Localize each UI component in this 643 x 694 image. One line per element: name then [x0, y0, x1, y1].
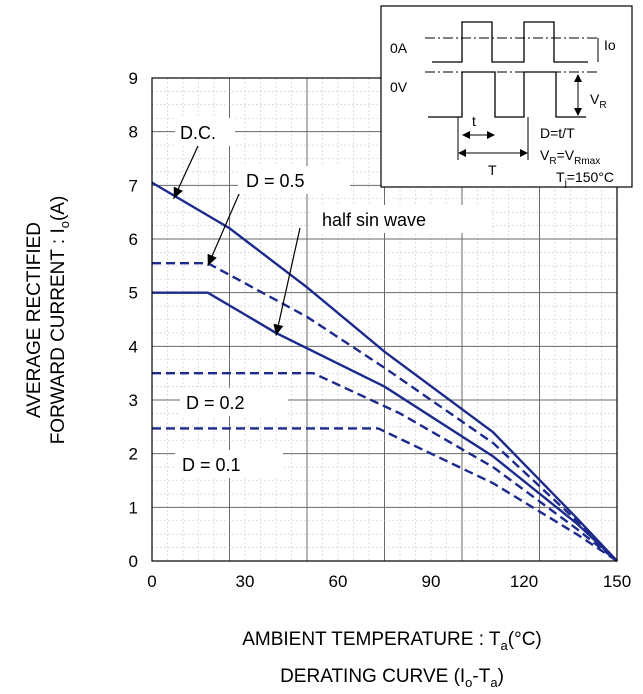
- y-tick-label: 1: [129, 498, 138, 517]
- chart-title: DERATING CURVE (Io-Ta): [280, 666, 504, 690]
- annotation-d05: D = 0.5: [246, 171, 305, 191]
- series-group: [151, 181, 618, 562]
- annotation-d01: D = 0.1: [182, 455, 241, 475]
- inset-label-t-small: t: [472, 113, 476, 129]
- x-tick-label: 120: [510, 572, 538, 591]
- leader-line-2: [275, 227, 301, 336]
- y-axis-title-line1: AVERAGE RECTIFIED: [24, 222, 45, 418]
- y-tick-label: 8: [129, 123, 138, 142]
- inset-label-tj: Tj=150°C: [556, 169, 614, 189]
- leader-arrowhead-2: [273, 323, 284, 336]
- annotation-half-sin: half sin wave: [322, 210, 426, 230]
- y-axis-title-line2: FORWARD CURRENT : Io(A): [48, 196, 72, 445]
- inset-label-0a: 0A: [390, 40, 408, 56]
- inset-label-t-period: T: [488, 162, 497, 178]
- y-tick-label: 9: [129, 69, 138, 88]
- x-tick-label: 90: [422, 572, 441, 591]
- inset-label-vr-max: VR=VRmax: [540, 147, 600, 167]
- x-axis-title: AMBIENT TEMPERATURE : Ta(°C): [242, 629, 542, 653]
- x-tick-label: 30: [236, 572, 255, 591]
- series-line-1: [152, 261, 618, 562]
- x-tick-label: 60: [329, 572, 348, 591]
- y-tick-label: 2: [129, 445, 138, 464]
- inset-frame: [380, 5, 633, 188]
- y-tick-label: 5: [129, 284, 138, 303]
- inset-waveform: 0A 0V Io VR t T D=t/T VR=VRmax Tj=150°C: [380, 5, 633, 189]
- y-tick-label: 6: [129, 230, 138, 249]
- inset-label-duty: D=t/T: [540, 125, 575, 141]
- inset-voltage-wave: [428, 71, 586, 118]
- series-line-3: [152, 371, 618, 562]
- x-tick-label: 0: [147, 572, 156, 591]
- annotations: D.C. D = 0.5 half sin wave D = 0.2 D = 0…: [175, 118, 490, 478]
- inset-label-0v: 0V: [390, 79, 408, 95]
- series-line-4: [152, 427, 618, 562]
- inset-label-vr: VR: [590, 91, 607, 111]
- y-tick-labels: 0 1 2 3 4 5 6 7 8 9: [129, 69, 138, 571]
- inset-label-io: Io: [604, 37, 616, 53]
- leader-arrowhead-0: [173, 186, 183, 199]
- x-tick-labels: 0 30 60 90 120 150: [147, 572, 631, 591]
- y-tick-label: 4: [129, 337, 138, 356]
- y-tick-label: 7: [129, 176, 138, 195]
- y-tick-label: 3: [129, 391, 138, 410]
- series-line-2: [152, 291, 618, 562]
- series-line-0: [151, 181, 618, 562]
- inset-current-wave: [432, 21, 588, 63]
- leader-arrowhead-1: [207, 253, 217, 266]
- annotation-d02: D = 0.2: [186, 393, 245, 413]
- x-tick-label: 150: [603, 572, 631, 591]
- annotation-dc: D.C.: [180, 123, 216, 143]
- y-tick-label: 0: [129, 552, 138, 571]
